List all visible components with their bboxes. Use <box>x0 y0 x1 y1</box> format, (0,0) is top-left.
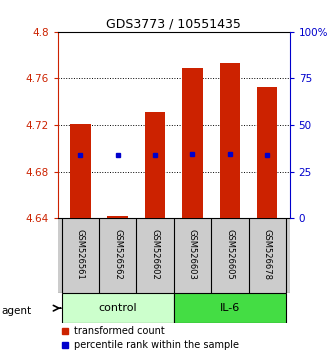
Text: control: control <box>98 303 137 313</box>
Text: IL-6: IL-6 <box>220 303 240 313</box>
Text: transformed count: transformed count <box>74 326 165 337</box>
Text: GSM526603: GSM526603 <box>188 229 197 280</box>
Bar <box>70 124 91 218</box>
Text: GSM526678: GSM526678 <box>263 229 272 280</box>
Bar <box>108 216 128 218</box>
Bar <box>219 63 240 218</box>
Bar <box>145 112 166 218</box>
Bar <box>174 293 286 324</box>
Text: GSM526561: GSM526561 <box>76 229 85 280</box>
Text: percentile rank within the sample: percentile rank within the sample <box>74 340 239 350</box>
Bar <box>257 87 277 218</box>
Text: GSM526605: GSM526605 <box>225 229 234 280</box>
Text: agent: agent <box>2 306 32 316</box>
Text: GSM526562: GSM526562 <box>113 229 122 280</box>
Text: GSM526602: GSM526602 <box>151 229 160 280</box>
Bar <box>182 68 203 218</box>
Bar <box>62 293 174 324</box>
Title: GDS3773 / 10551435: GDS3773 / 10551435 <box>106 18 241 31</box>
